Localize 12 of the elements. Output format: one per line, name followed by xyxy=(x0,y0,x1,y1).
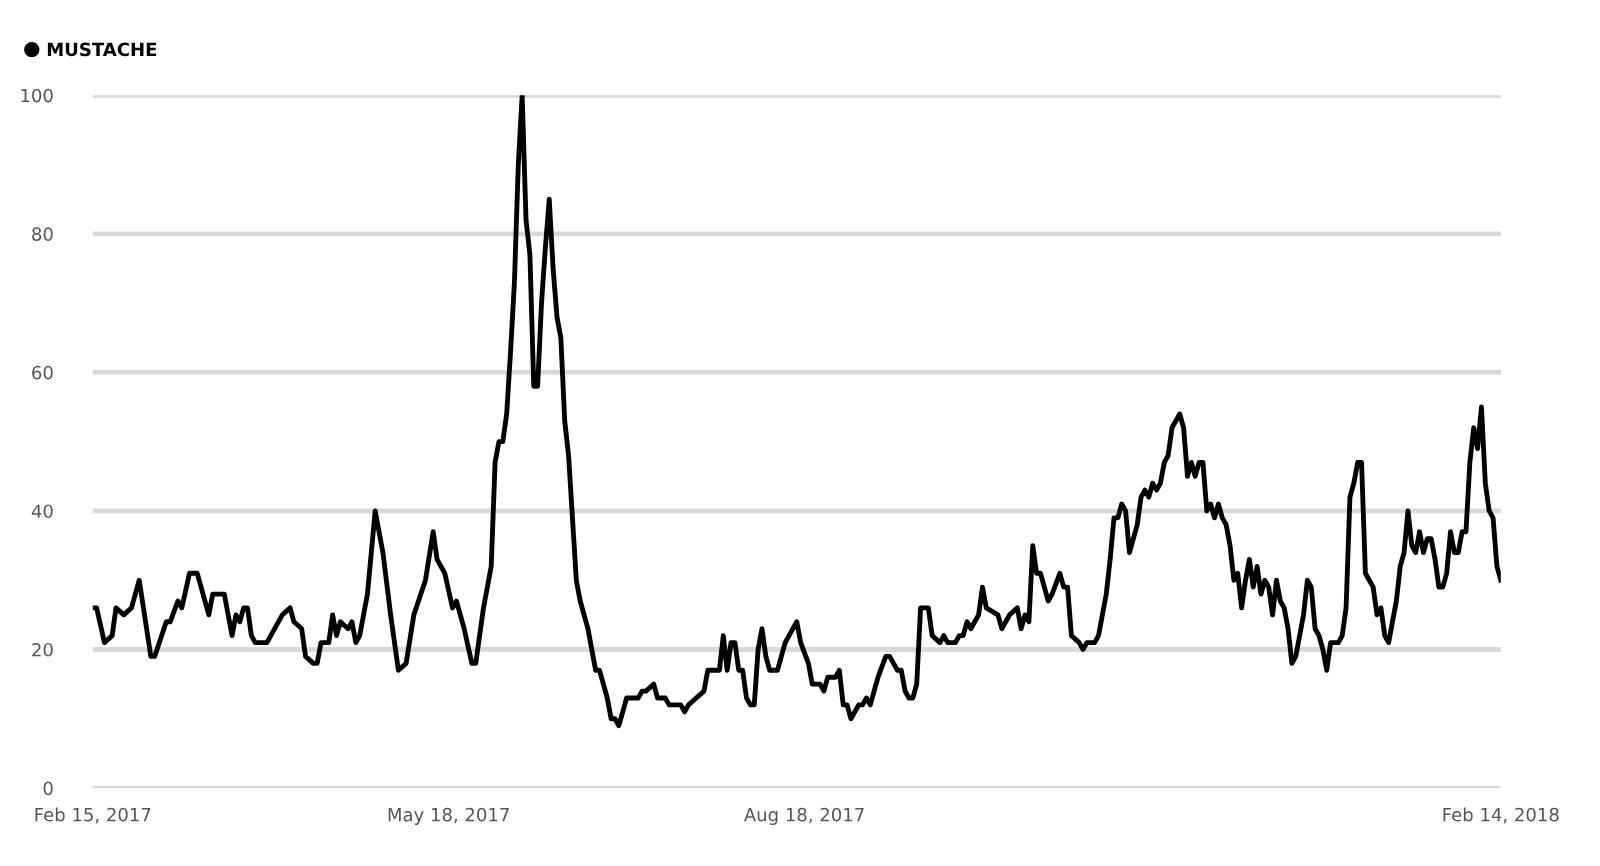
y-tick-label: 0 xyxy=(43,781,53,796)
y-tick-label: 60 xyxy=(32,365,53,380)
line-series xyxy=(92,95,1501,729)
x-tick-label: Feb 15, 2017 xyxy=(35,807,151,824)
y-tick-label: 20 xyxy=(32,642,53,657)
legend-label: MUSTACHE xyxy=(47,42,157,57)
x-tick-label: May 18, 2017 xyxy=(388,807,509,825)
y-tick-label: 100 xyxy=(21,88,53,103)
y-tick-label: 40 xyxy=(31,504,53,519)
x-tick-label: Feb 14, 2018 xyxy=(1443,807,1559,824)
x-tick-label: Aug 18, 2017 xyxy=(743,807,864,825)
y-tick-label: 80 xyxy=(32,227,53,241)
